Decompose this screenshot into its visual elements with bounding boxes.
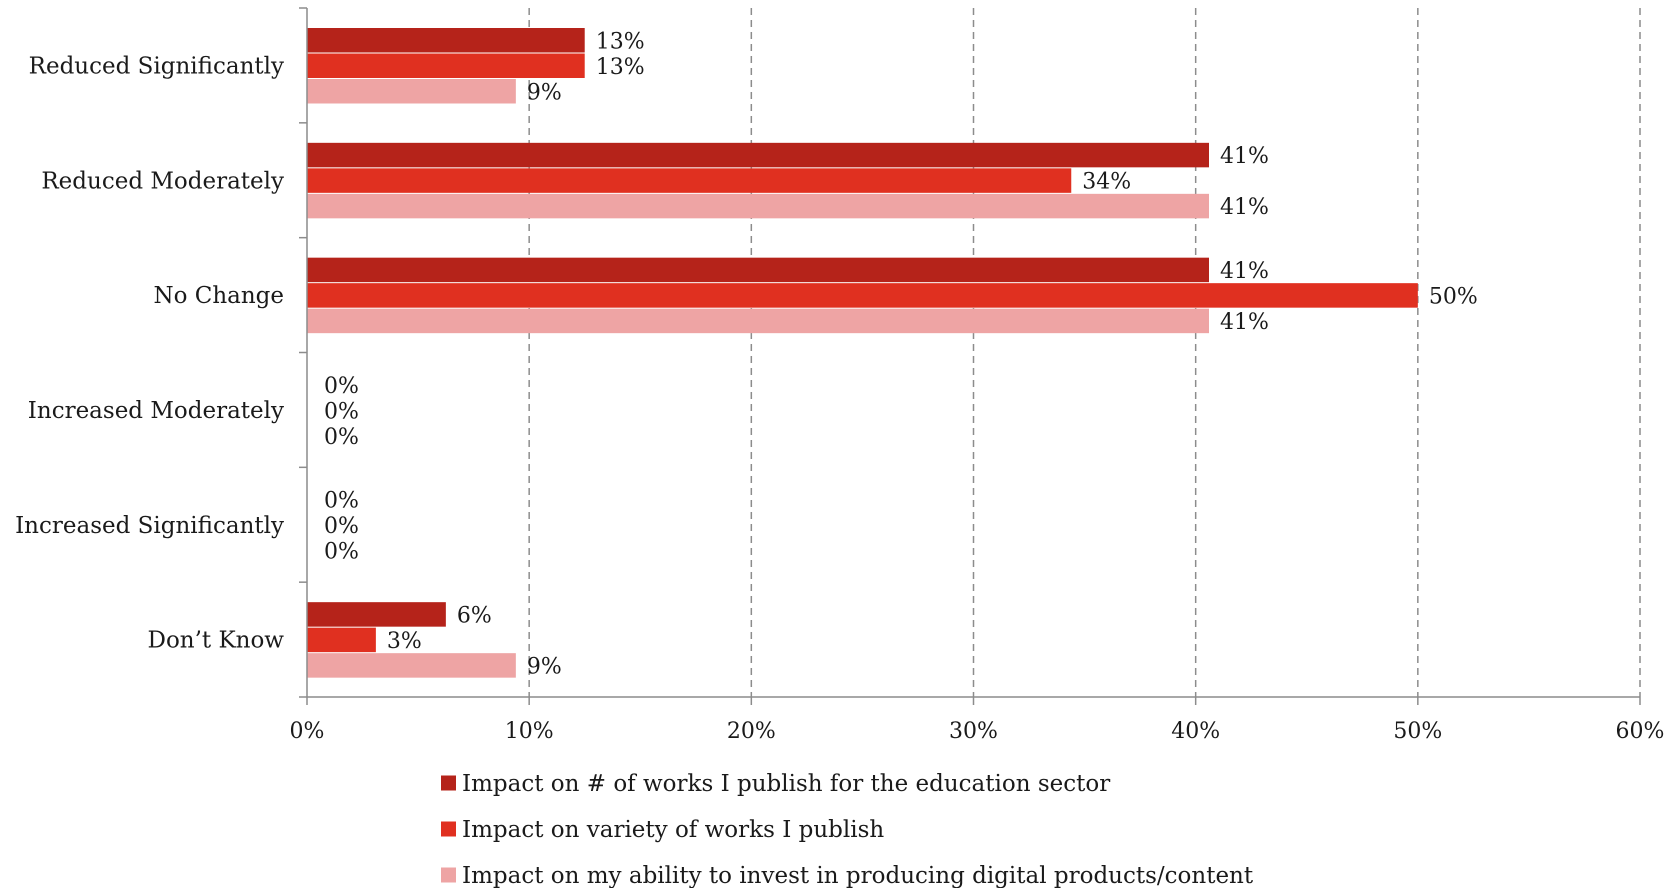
bar <box>307 283 1418 308</box>
legend-swatch <box>441 775 456 791</box>
bar <box>307 53 585 78</box>
data-label: 41% <box>1220 195 1269 220</box>
category-label: Reduced Significantly <box>29 53 284 79</box>
legend-label: Impact on # of works I publish for the e… <box>462 771 1110 797</box>
bar <box>307 308 1209 334</box>
data-label: 13% <box>596 29 645 54</box>
bar <box>307 627 376 653</box>
data-label: 0% <box>324 399 359 424</box>
legend-label: Impact on my ability to invest in produc… <box>462 863 1254 888</box>
data-label: 0% <box>324 374 359 399</box>
x-tick-label: 60% <box>1616 719 1665 744</box>
legend-swatch <box>441 867 456 883</box>
x-tick-label: 40% <box>1171 719 1220 744</box>
data-label: 9% <box>527 80 562 105</box>
data-label: 41% <box>1220 144 1269 169</box>
bar <box>307 193 1209 219</box>
bar <box>307 28 585 53</box>
legend-item: Impact on # of works I publish for the e… <box>441 771 1110 797</box>
legend-label: Impact on variety of works I publish <box>462 817 884 843</box>
x-tick-label: 20% <box>727 719 776 744</box>
x-tick-label: 10% <box>505 719 554 744</box>
data-label: 41% <box>1220 259 1269 284</box>
bar <box>307 168 1072 193</box>
bar <box>307 79 516 104</box>
data-label: 0% <box>324 425 359 450</box>
category-label: Reduced Moderately <box>41 168 284 194</box>
data-label: 0% <box>324 540 359 565</box>
category-label: Don’t Know <box>148 628 285 654</box>
category-label: Increased Moderately <box>28 398 284 424</box>
x-tick-label: 30% <box>949 719 998 744</box>
data-label: 41% <box>1220 310 1269 335</box>
x-tick-label: 50% <box>1393 719 1442 744</box>
x-tick-label: 0% <box>290 719 325 744</box>
bar <box>307 602 446 627</box>
category-label: No Change <box>153 283 284 309</box>
data-label: 13% <box>596 55 645 80</box>
bar <box>307 142 1209 168</box>
data-label: 50% <box>1429 284 1478 309</box>
bar <box>307 653 516 678</box>
legend-item: Impact on variety of works I publish <box>441 817 884 843</box>
data-label: 34% <box>1082 170 1131 195</box>
legend-swatch <box>441 821 456 837</box>
category-label: Increased Significantly <box>15 513 284 539</box>
legend-item: Impact on my ability to invest in produc… <box>441 863 1254 889</box>
data-label: 0% <box>324 514 359 539</box>
data-label: 9% <box>527 654 562 679</box>
bar <box>307 257 1209 283</box>
data-label: 0% <box>324 489 359 514</box>
data-label: 6% <box>457 603 492 628</box>
data-label: 3% <box>387 629 422 654</box>
